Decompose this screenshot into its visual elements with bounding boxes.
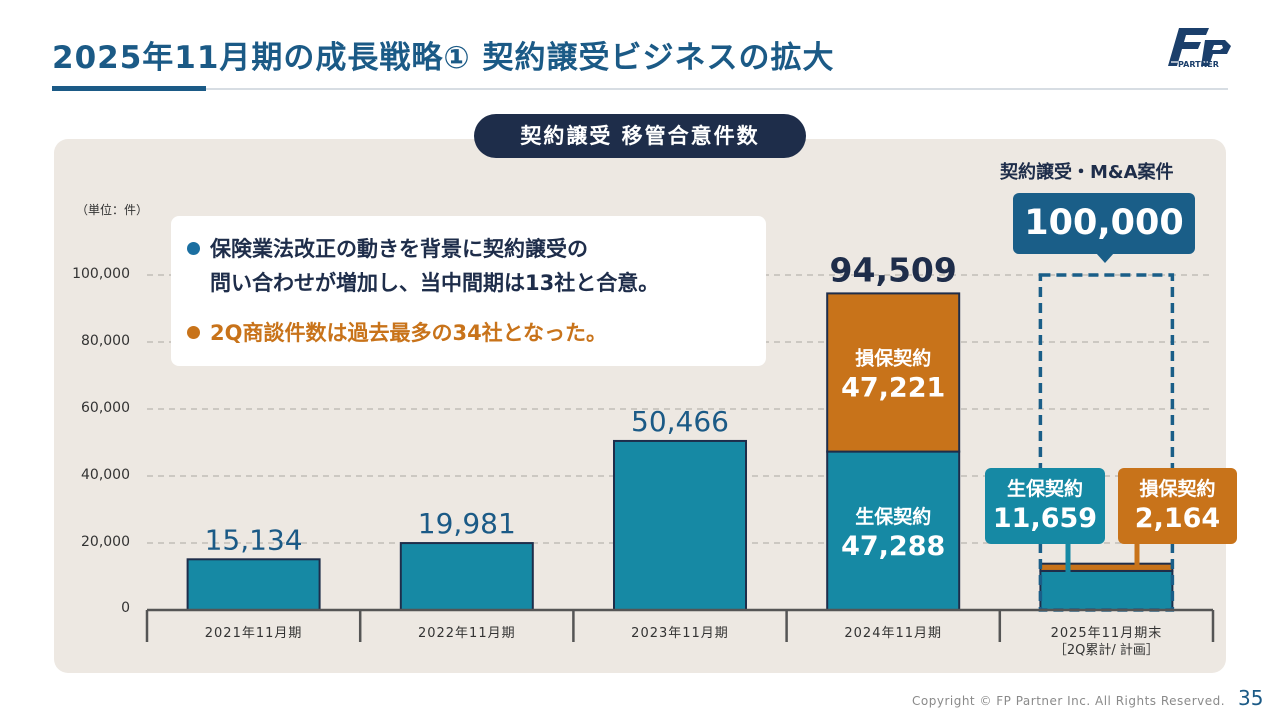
chart-heading-pill: 契約譲受 移管合意件数 [474,114,806,158]
callout-label: 生保契約 [1006,478,1083,500]
bar-life-insurance [826,450,961,611]
ma-target-label: 契約譲受・M&A案件 [1000,162,1174,183]
segment-label: 生保契約 [855,505,931,528]
plan-target-outline [1038,273,1175,612]
fp-partner-logo [1168,28,1231,66]
bar-total-label: 94,509 [830,250,957,289]
page-number: 35 [1238,686,1264,710]
logo-text: PARTNER [1178,60,1219,69]
bullet-text-continued: 問い合わせが増加し、当中間期は13社と合意。 [210,271,660,295]
bar-nonlife-insurance [1039,562,1174,572]
summary-box: 保険業法改正の動きを背景に契約譲受の 問い合わせが増加し、当中間期は13社と合意… [171,216,766,366]
page-title: 2025年11月期の成長戦略① 契約譲受ビジネスの拡大 [52,40,835,76]
bullet-text: 保険業法改正の動きを背景に契約譲受の [210,237,588,261]
title-divider [52,88,1228,90]
y-tick-label: 40,000 [81,467,130,483]
callout-label: 損保契約 [1139,478,1216,500]
callout-value: 11,659 [992,503,1098,534]
title-accent-bar [52,86,206,91]
bullet-item-highlight: 2Q商談件数は過去最多の34社となった。 [187,316,607,350]
bullet-item: 保険業法改正の動きを背景に契約譲受の 問い合わせが増加し、当中間期は13社と合意… [187,232,659,300]
bar-life-insurance [1039,569,1174,611]
unit-label: （単位：件） [76,203,149,217]
x-tick-sublabel: ［2Q累計/ 計画］ [1054,642,1159,658]
y-tick-label: 80,000 [81,333,130,349]
life-insurance-callout: 生保契約 11,659 [985,468,1105,544]
bullet-dot-icon [187,241,200,255]
ma-target-pointer [1096,253,1114,263]
bar-total-label: 15,134 [205,523,303,556]
bar-life-insurance [613,439,747,611]
copyright-text: Copyright © FP Partner Inc. All Rights R… [912,694,1226,708]
bullet-dot-icon [187,325,200,339]
x-tick-label: 2021年11月期 [205,626,303,641]
y-tick-label: 0 [121,600,130,616]
y-tick-label: 20,000 [81,534,130,550]
x-tick-label: 2022年11月期 [418,626,516,641]
bar-total-label: 50,466 [631,405,729,438]
segment-value: 47,288 [841,531,945,562]
y-tick-label: 60,000 [81,400,130,416]
y-tick-label: 100,000 [72,266,130,282]
callout-value: 2,164 [1134,503,1221,534]
bar-life-insurance [399,542,534,612]
x-tick-label: 2025年11月期末 [1051,626,1163,641]
segment-label: 損保契約 [855,346,931,369]
bar-total-label: 19,981 [418,507,516,540]
nonlife-insurance-callout: 損保契約 2,164 [1118,468,1237,544]
bar-life-insurance [186,558,321,611]
bar-nonlife-insurance [826,292,961,453]
x-tick-label: 2023年11月期 [631,626,729,641]
ma-target-value: 100,000 [1013,193,1195,254]
x-tick-label: 2024年11月期 [844,626,942,641]
bullet-text: 2Q商談件数は過去最多の34社となった。 [210,321,608,345]
segment-value: 47,221 [841,372,945,403]
